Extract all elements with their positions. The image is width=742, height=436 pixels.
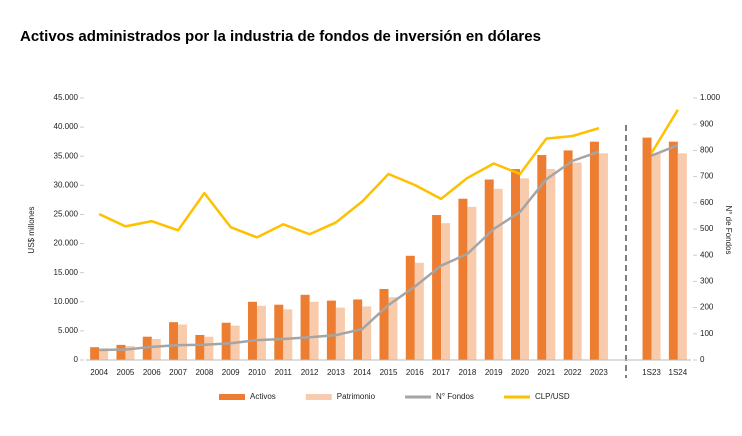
bar	[362, 306, 372, 360]
y-tick-label: 0	[74, 355, 79, 364]
y2-tick-label: 900	[700, 119, 714, 128]
bar	[598, 153, 608, 360]
bar	[572, 162, 582, 360]
bar	[677, 153, 687, 360]
x-tick-label: 2012	[301, 368, 319, 377]
x-tick-label: 2008	[195, 368, 213, 377]
bar	[563, 150, 573, 360]
x-tick-label: 2006	[143, 368, 161, 377]
line	[98, 109, 679, 239]
x-tick-label: 2014	[353, 368, 371, 377]
bar	[441, 223, 451, 360]
y-tick-label: 30.000	[54, 180, 79, 189]
y-axis-title: US$ millones	[27, 206, 36, 253]
x-tick-label: 2010	[248, 368, 266, 377]
x-tick-label: 2023	[590, 368, 608, 377]
x-tick-label: 2015	[380, 368, 398, 377]
y2-tick-label: 500	[700, 224, 714, 233]
x-tick-label: 2007	[169, 368, 187, 377]
y-tick-label: 25.000	[54, 210, 79, 219]
bar	[405, 255, 415, 360]
bar	[151, 339, 161, 360]
bar	[642, 137, 652, 360]
x-tick-label: 2005	[117, 368, 135, 377]
legend-label: CLP/USD	[535, 392, 570, 401]
legend-swatch	[305, 394, 332, 400]
bar	[309, 301, 319, 360]
x-tick-label: 2011	[275, 368, 293, 377]
chart-title: Activos administrados por la industria d…	[20, 28, 541, 45]
bar	[668, 141, 678, 360]
x-tick-label: 2004	[90, 368, 108, 377]
y-tick-label: 20.000	[54, 239, 79, 248]
y2-tick-label: 400	[700, 250, 714, 259]
bar	[414, 262, 424, 360]
x-tick-label: 2009	[222, 368, 240, 377]
y2-tick-label: 800	[700, 146, 714, 155]
bar	[589, 141, 599, 360]
bar	[467, 206, 477, 360]
x-tick-label: 2017	[432, 368, 450, 377]
y-tick-label: 40.000	[54, 122, 79, 131]
bar	[283, 309, 293, 360]
bar	[169, 322, 179, 360]
bar	[493, 188, 503, 360]
bar	[388, 297, 398, 360]
legend-label: Patrimonio	[337, 392, 376, 401]
y-tick-label: 10.000	[54, 297, 79, 306]
y2-tick-label: 200	[700, 303, 714, 312]
x-tick-label: 2016	[406, 368, 424, 377]
y2-tick-label: 600	[700, 198, 714, 207]
x-tick-label: 2021	[537, 368, 555, 377]
y2-tick-label: 700	[700, 172, 714, 181]
y2-tick-label: 0	[700, 355, 705, 364]
y-tick-label: 5.000	[58, 326, 79, 335]
y2-axis-title: N° de Fondos	[724, 205, 733, 254]
bar	[651, 153, 661, 360]
x-tick-label: 1S23	[642, 368, 661, 377]
bar	[221, 322, 231, 360]
y2-tick-label: 100	[700, 329, 714, 338]
bar	[546, 169, 556, 360]
y-tick-label: 15.000	[54, 268, 79, 277]
legend-label: Activos	[250, 392, 276, 401]
bar	[379, 288, 389, 360]
bar	[90, 347, 100, 360]
bar	[511, 169, 521, 360]
bar	[274, 304, 284, 360]
y2-tick-label: 1.000	[700, 93, 721, 102]
bar	[256, 305, 266, 360]
y-tick-label: 45.000	[54, 93, 79, 102]
bar	[537, 155, 547, 360]
x-tick-label: 2022	[564, 368, 582, 377]
bar	[300, 294, 310, 360]
y2-tick-label: 300	[700, 277, 714, 286]
x-tick-label: 2013	[327, 368, 345, 377]
line	[99, 143, 679, 352]
x-tick-label: 2018	[459, 368, 477, 377]
bar	[458, 198, 468, 360]
bar	[432, 215, 442, 360]
legend-swatch	[219, 394, 245, 400]
bar	[247, 301, 257, 360]
bar	[195, 334, 205, 360]
bar	[178, 324, 188, 360]
y-tick-label: 35.000	[54, 151, 79, 160]
bar	[99, 348, 109, 360]
x-tick-label: 2020	[511, 368, 529, 377]
legend-label: N° Fondos	[436, 392, 474, 401]
x-tick-label: 2019	[485, 368, 503, 377]
bar	[520, 178, 530, 360]
bar	[326, 300, 336, 360]
bar	[484, 179, 494, 360]
bar	[125, 346, 135, 360]
x-tick-label: 1S24	[669, 368, 688, 377]
bar	[204, 336, 214, 360]
bar	[116, 344, 126, 360]
